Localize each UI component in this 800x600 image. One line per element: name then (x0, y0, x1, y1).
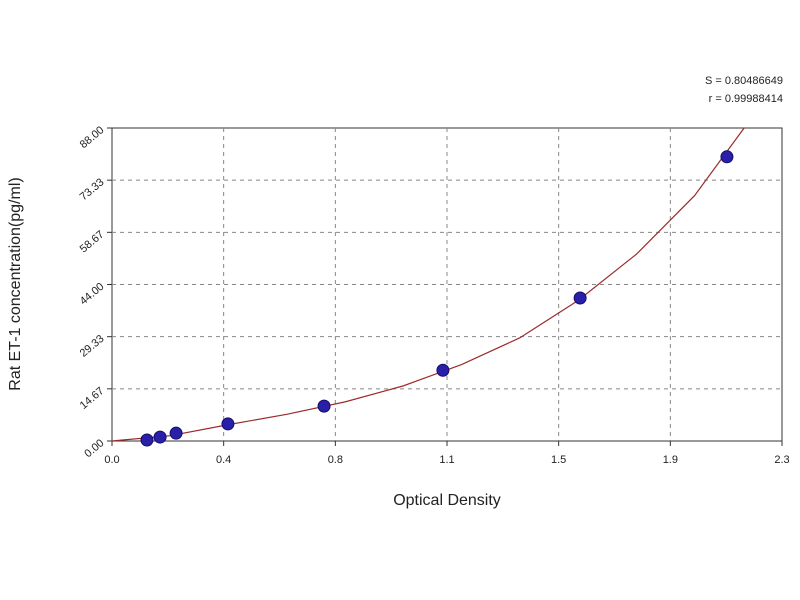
y-tick-label: 73.33 (78, 176, 107, 203)
x-tick-label: 1.9 (663, 454, 678, 466)
data-point (720, 150, 734, 164)
x-tick-label: 1.1 (439, 454, 454, 466)
x-tick-label: 0.0 (104, 454, 119, 466)
data-point (317, 399, 331, 413)
x-tick-label: 0.4 (216, 454, 231, 466)
data-point (436, 363, 450, 377)
annotation: S = 0.80486649 (705, 75, 783, 87)
x-axis-label: Optical Density (393, 492, 501, 509)
y-tick-label: 44.00 (78, 281, 107, 308)
y-axis-label: Rat ET-1 concentration(pg/ml) (7, 177, 24, 390)
y-tick-label: 58.67 (78, 229, 107, 256)
y-tick-label: 88.00 (78, 124, 107, 151)
data-point (140, 433, 154, 447)
x-tick-label: 2.3 (774, 454, 789, 466)
y-tick-label: 14.67 (78, 385, 107, 412)
y-tick-label: 29.33 (78, 333, 107, 360)
annotation: r = 0.99988414 (709, 93, 783, 105)
data-point (153, 430, 167, 444)
y-tick-label: 0.00 (82, 437, 106, 460)
fit-curve (112, 127, 745, 441)
x-tick-label: 1.5 (551, 454, 566, 466)
x-tick-label: 0.8 (328, 454, 343, 466)
data-point (169, 426, 183, 440)
data-point (573, 291, 587, 305)
plot-area (111, 127, 783, 442)
data-point (221, 417, 235, 431)
